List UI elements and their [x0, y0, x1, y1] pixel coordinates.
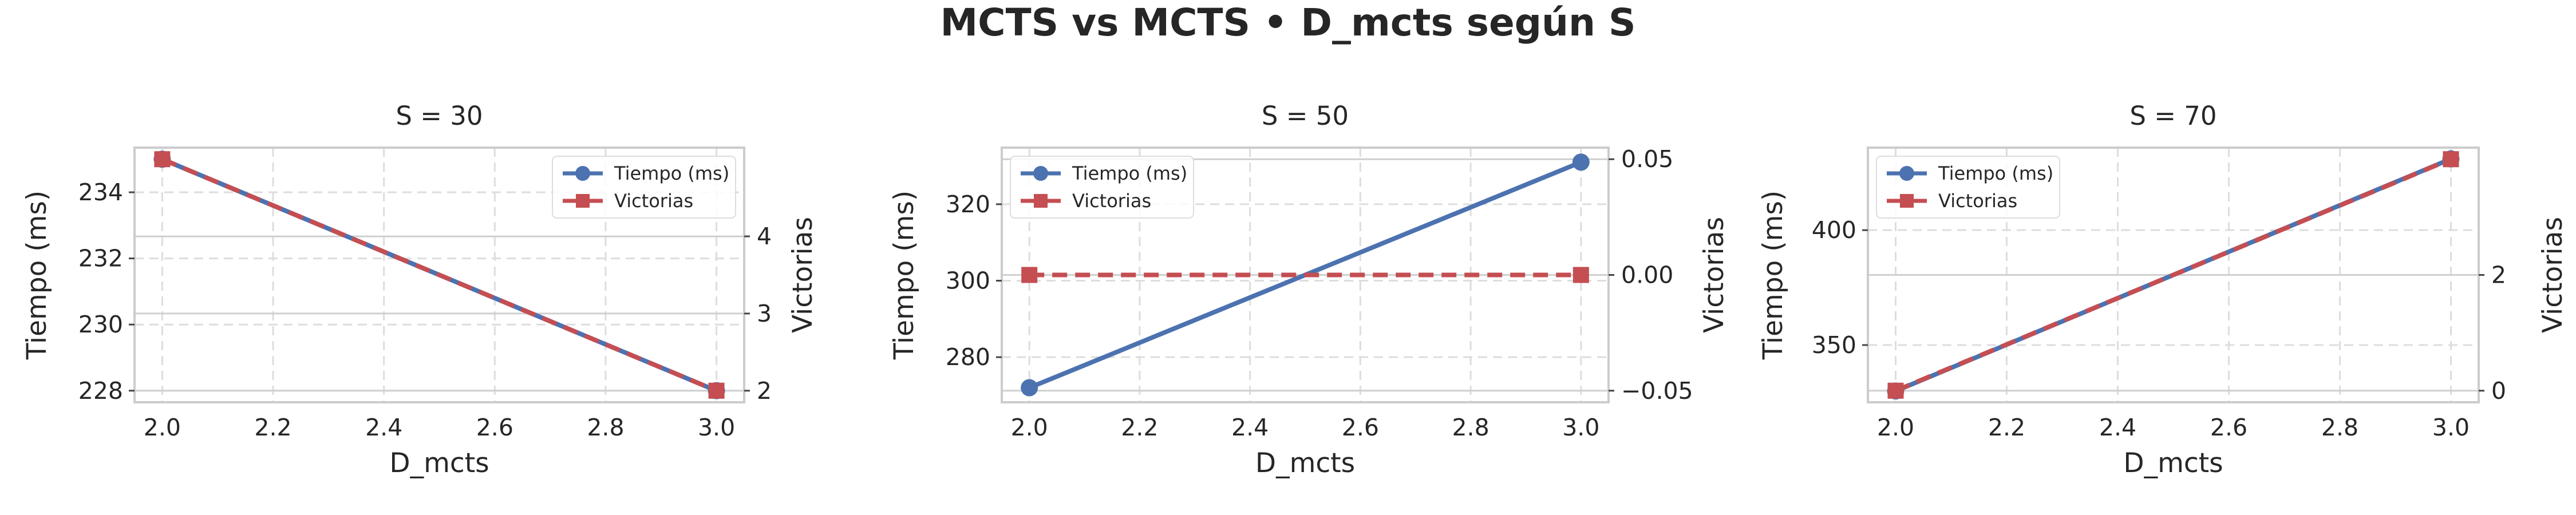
x-tick-label: 2.6 [1342, 414, 1379, 441]
x-tick-label: 2.4 [2099, 414, 2136, 441]
x-tick-label: 2.8 [2321, 414, 2358, 441]
y2-tick-label: 3 [757, 300, 772, 327]
y2-tick-label: 0.05 [1621, 145, 1673, 173]
legend-marker [575, 166, 590, 181]
y2-tick-label: 0 [2491, 377, 2506, 405]
data-point-tiempo [1021, 379, 1038, 397]
legend-label: Victorias [1072, 190, 1151, 212]
x-tick-label: 2.8 [1452, 414, 1489, 441]
legend-label: Tiempo (ms) [1072, 163, 1187, 184]
series-line-victorias [1894, 157, 2452, 393]
y-tick-label: 234 [78, 179, 123, 206]
subplot-title: S = 50 [1262, 101, 1349, 131]
x-tick-label: 2.2 [1988, 414, 2025, 441]
x-tick-label: 2.2 [1121, 414, 1158, 441]
y-tick-label: 228 [78, 377, 123, 405]
y2-tick-label: 2 [2491, 262, 2506, 289]
y-tick-label: 320 [946, 191, 990, 218]
x-tick-label: 3.0 [698, 414, 735, 441]
series-line-victorias [161, 157, 718, 393]
y-axis-label: Tiempo (ms) [1757, 191, 1789, 360]
x-tick-label: 2.0 [144, 414, 181, 441]
y-tick-label: 280 [946, 343, 990, 371]
legend-label: Tiempo (ms) [614, 163, 729, 184]
y-axis-label: Tiempo (ms) [21, 191, 53, 360]
data-point-victorias [1887, 382, 1904, 399]
subplot-2: 2.0 2.2 2.4 2.6 2.8 3.0 280 300 320 −0.05 0.00 0.05… [888, 101, 1730, 479]
y-tick-label: 230 [78, 311, 123, 338]
data-point-victorias [708, 382, 725, 399]
x-tick-label: 2.6 [476, 414, 513, 441]
x-tick-label: 2.0 [1877, 414, 1914, 441]
x-tick-label: 2.6 [2210, 414, 2247, 441]
y-tick-label: 300 [946, 267, 990, 295]
x-tick-label: 2.0 [1011, 414, 1048, 441]
legend-label: Tiempo (ms) [1938, 163, 2053, 184]
y-axis-label: Tiempo (ms) [888, 191, 920, 360]
data-point-victorias [1573, 267, 1589, 283]
y2-tick-label: 4 [757, 223, 772, 250]
y2-tick-label: 2 [757, 377, 772, 405]
data-point-victorias [1021, 267, 1038, 283]
legend-marker [1900, 194, 1914, 208]
x-tick-label: 2.4 [1231, 414, 1269, 441]
legend-marker [576, 194, 590, 208]
legend: Tiempo (ms) Victorias [1876, 156, 2060, 219]
legend: Tiempo (ms) Victorias [1010, 156, 1194, 219]
legend-marker [1033, 166, 1048, 181]
y-tick-label: 350 [1812, 331, 1856, 359]
y2-tick-label: −0.05 [1621, 377, 1693, 405]
y2-tick-label: 0.00 [1621, 262, 1673, 289]
x-axis-label: D_mcts [389, 447, 489, 479]
legend-label: Victorias [614, 190, 693, 212]
figure-title: MCTS vs MCTS • D_mcts según S [940, 1, 1636, 45]
x-axis-label: D_mcts [2123, 447, 2223, 479]
y-tick-label: 400 [1812, 216, 1856, 244]
legend-marker [1034, 194, 1048, 208]
x-tick-label: 2.2 [254, 414, 291, 441]
subplot-title: S = 30 [396, 101, 483, 131]
plot-frame [133, 146, 745, 403]
y2-axis-label: Victorias [787, 217, 819, 333]
subplot-title: S = 70 [2129, 101, 2217, 131]
y2-axis-label: Victorias [2537, 217, 2569, 333]
y2-axis-label: Victorias [1698, 217, 1730, 333]
x-tick-label: 3.0 [1562, 414, 1599, 441]
data-point-victorias [2443, 151, 2459, 168]
y-tick-label: 232 [78, 245, 123, 272]
x-axis-label: D_mcts [1255, 447, 1355, 479]
data-point-victorias [154, 151, 171, 168]
legend-marker [1899, 166, 1914, 181]
legend-label: Victorias [1938, 190, 2017, 212]
x-tick-label: 2.8 [587, 414, 624, 441]
subplot-3: 2.0 2.2 2.4 2.6 2.8 3.0 350 400 0 2 S = 70 D_mcts Ti… [1757, 101, 2569, 479]
x-tick-label: 3.0 [2432, 414, 2470, 441]
legend: Tiempo (ms) Victorias [552, 156, 736, 219]
x-tick-label: 2.4 [365, 414, 402, 441]
data-point-tiempo [1572, 153, 1590, 171]
